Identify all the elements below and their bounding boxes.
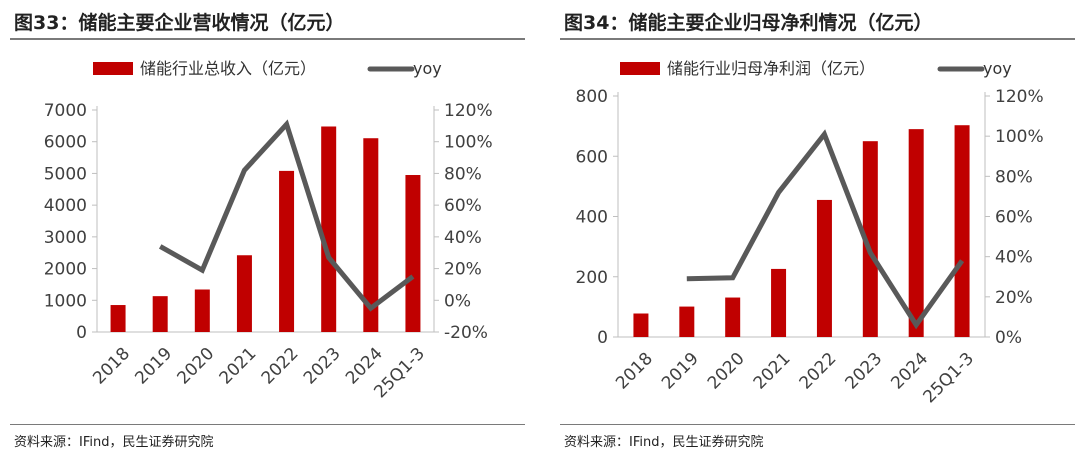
legend-line-label: yoy xyxy=(413,59,442,78)
top-divider xyxy=(10,38,525,40)
left-tick-label: 1000 xyxy=(44,291,87,311)
left-tick-label: 200 xyxy=(576,268,608,288)
bar-2019 xyxy=(679,306,695,337)
chart-title: 图34：储能主要企业归母净利情况（亿元） xyxy=(564,12,933,34)
bar-2020 xyxy=(725,297,741,337)
left-tick-label: 800 xyxy=(576,87,608,107)
right-tick-label: -20% xyxy=(444,323,488,343)
revenue-chart: 储能行业总收入（亿元） yoy 0 1000 2000 3000 4000 5000 6000 7… xyxy=(44,59,493,402)
bar-2018 xyxy=(110,305,126,332)
right-tick-label: 20% xyxy=(995,288,1033,308)
bar-2024 xyxy=(363,138,379,332)
x-tick-label: 2018 xyxy=(612,349,657,394)
x-tick-label: 2021 xyxy=(750,349,795,394)
bar-2024 xyxy=(908,129,924,337)
chart-panel-net-profit: 图34：储能主要企业归母净利情况（亿元） 储能行业归母净利润（亿元） yoy 0 20… xyxy=(550,0,1080,457)
left-tick-label: 600 xyxy=(576,147,608,167)
source-note: 资料来源：IFind，民生证券研究院 xyxy=(14,435,214,450)
top-divider xyxy=(560,38,1075,40)
left-tick-label: 5000 xyxy=(44,164,87,184)
yoy-line xyxy=(158,119,415,312)
bar-2022 xyxy=(816,199,832,337)
right-tick-label: 100% xyxy=(995,127,1044,147)
bar-2020 xyxy=(194,289,210,332)
chart-panel-revenue: 图33：储能主要企业营收情况（亿元） 储能行业总收入（亿元） yoy 0 1000 20… xyxy=(0,0,530,457)
yoy-line xyxy=(686,129,965,330)
left-tick-label: 4000 xyxy=(44,196,87,216)
right-tick-label: 60% xyxy=(995,208,1033,228)
right-tick-label: 0% xyxy=(444,291,471,311)
legend-bar-label: 储能行业总收入（亿元） xyxy=(140,59,316,78)
bar-2023 xyxy=(321,126,337,333)
bar-2021 xyxy=(236,255,252,332)
bottom-divider xyxy=(10,424,525,425)
legend-line-label: yoy xyxy=(983,59,1012,78)
x-tick-label: 2022 xyxy=(258,344,303,389)
right-tick-label: 100% xyxy=(444,133,493,153)
left-tick-label: 400 xyxy=(576,208,608,228)
right-tick-label: 60% xyxy=(444,196,482,216)
bar-2019 xyxy=(152,296,168,332)
left-tick-label: 7000 xyxy=(44,101,87,121)
bar-2018 xyxy=(633,313,649,337)
x-tick-label: 2020 xyxy=(174,344,219,389)
left-tick-label: 6000 xyxy=(44,133,87,153)
x-tick-label: 2022 xyxy=(796,349,841,394)
bar-25Q1-3 xyxy=(954,125,970,337)
bar-25Q1-3 xyxy=(405,175,421,332)
right-tick-label: 120% xyxy=(444,101,493,121)
x-tick-label: 2020 xyxy=(704,349,749,394)
source-note: 资料来源：IFind，民生证券研究院 xyxy=(564,435,764,450)
right-tick-label: 20% xyxy=(444,260,482,280)
x-tick-label: 2023 xyxy=(300,344,345,389)
bar-2022 xyxy=(279,170,295,332)
x-tick-label: 25Q1-3 xyxy=(919,349,978,408)
left-tick-label: 3000 xyxy=(44,228,87,248)
right-tick-label: 40% xyxy=(444,228,482,248)
right-tick-label: 120% xyxy=(995,87,1044,107)
right-tick-label: 80% xyxy=(995,167,1033,187)
x-tick-label: 2019 xyxy=(658,349,703,394)
bar-2021 xyxy=(771,268,787,337)
legend-bar-swatch xyxy=(93,62,133,75)
legend-bar-swatch xyxy=(620,62,660,75)
left-tick-label: 0 xyxy=(597,328,608,348)
x-tick-label: 2021 xyxy=(216,344,261,389)
right-tick-label: 80% xyxy=(444,164,482,184)
bar-2023 xyxy=(862,141,878,337)
right-tick-label: 0% xyxy=(995,328,1022,348)
x-tick-label: 2019 xyxy=(131,344,176,389)
right-tick-label: 40% xyxy=(995,248,1033,268)
left-tick-label: 2000 xyxy=(44,260,87,280)
chart-title: 图33：储能主要企业营收情况（亿元） xyxy=(14,12,345,34)
net-profit-chart: 储能行业归母净利润（亿元） yoy 0 200 400 600 800 0% 20% 40% 60%… xyxy=(576,59,1044,408)
left-tick-label: 0 xyxy=(76,323,87,343)
x-tick-label: 2018 xyxy=(89,344,134,389)
bottom-divider xyxy=(560,424,1075,425)
legend-bar-label: 储能行业归母净利润（亿元） xyxy=(667,59,875,78)
x-tick-label: 2023 xyxy=(842,349,887,394)
